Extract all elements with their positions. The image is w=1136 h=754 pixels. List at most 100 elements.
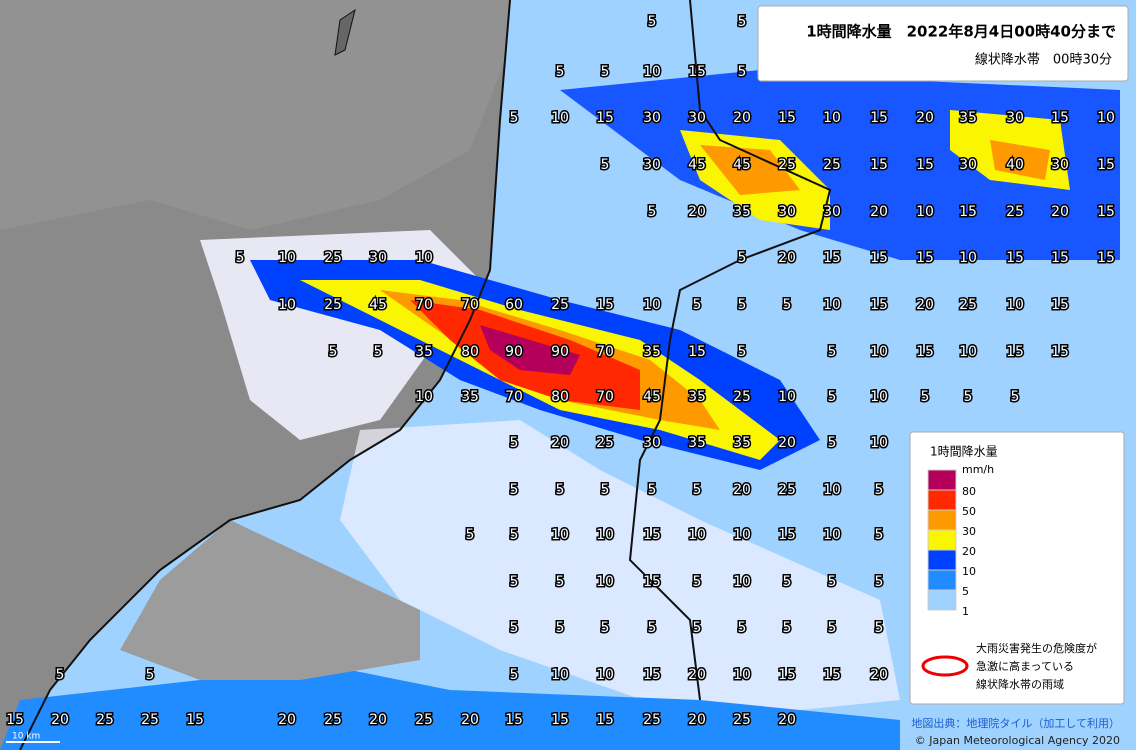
rain-label: 45 — [643, 389, 661, 405]
rain-label: 5 — [964, 389, 973, 405]
rain-label: 5 — [693, 574, 702, 590]
coastline — [19, 0, 511, 751]
rain-label: 45 — [733, 157, 751, 173]
rain-label: 5 — [693, 297, 702, 313]
rain-label: 20 — [369, 712, 387, 728]
legend-label: 30 — [962, 525, 976, 538]
rain-label: 10 — [596, 574, 614, 590]
rain-label: 20 — [1051, 204, 1069, 220]
rain-label: 25 — [778, 482, 796, 498]
legend-scale: 80 50 30 20 10 5 1 — [927, 469, 976, 618]
rain-label: 5 — [601, 620, 610, 636]
band-note: 大雨災害発生の危険度が — [976, 641, 1097, 655]
rain-label: 15 — [1051, 344, 1069, 360]
legend-title: 1時間降水量 — [930, 445, 998, 459]
rain-label: 45 — [369, 297, 387, 313]
rain-label: 30 — [1051, 157, 1069, 173]
rain-label: 5 — [738, 250, 747, 266]
rain-label: 70 — [596, 389, 614, 405]
rain-label: 5 — [510, 574, 519, 590]
rain-label: 10 — [870, 389, 888, 405]
rain-label: 5 — [783, 620, 792, 636]
rain-label: 5 — [510, 482, 519, 498]
rain-label: 15 — [643, 667, 661, 683]
rain-label: 5 — [783, 297, 792, 313]
rain-label: 25 — [551, 297, 569, 313]
rain-label: 35 — [733, 435, 751, 451]
rain-label: 5 — [510, 110, 519, 126]
title: 1時間降水量 2022年8月4日00時40分まで — [806, 23, 1116, 41]
rain-label: 5 — [601, 482, 610, 498]
rain-label: 10 — [688, 527, 706, 543]
rain-label: 5 — [556, 482, 565, 498]
rain-label: 5 — [56, 667, 65, 683]
rain-label: 10 — [278, 250, 296, 266]
rain-label: 15 — [870, 250, 888, 266]
rain-label: 30 — [778, 204, 796, 220]
rain-label: 20 — [461, 712, 479, 728]
rain-label: 25 — [324, 297, 342, 313]
rain-label: 5 — [601, 64, 610, 80]
rain-label: 5 — [828, 620, 837, 636]
rain-label: 5 — [648, 204, 657, 220]
rain-label: 5 — [329, 344, 338, 360]
rain-label: 25 — [324, 250, 342, 266]
rain-label: 80 — [551, 389, 569, 405]
rain-label: 35 — [959, 110, 977, 126]
rain-label: 15 — [688, 344, 706, 360]
rain-label: 25 — [643, 712, 661, 728]
rain-label: 15 — [551, 712, 569, 728]
rain-label: 10 — [415, 389, 433, 405]
legend-label: 10 — [962, 565, 976, 578]
rain-label: 10 — [870, 435, 888, 451]
rain-label: 20 — [51, 712, 69, 728]
rain-label: 70 — [415, 297, 433, 313]
rain-label: 10 — [870, 344, 888, 360]
rain-label: 15 — [1097, 157, 1115, 173]
rain-label: 10 — [823, 482, 841, 498]
rain-label: 15 — [1051, 110, 1069, 126]
rain-label: 10 — [916, 204, 934, 220]
rain-label: 35 — [415, 344, 433, 360]
rain-label: 25 — [415, 712, 433, 728]
rain-label: 15 — [596, 712, 614, 728]
rain-label: 10 — [551, 110, 569, 126]
rain-label: 5 — [875, 620, 884, 636]
rain-label: 5 — [648, 482, 657, 498]
legend-label: 20 — [962, 545, 976, 558]
plain-area — [120, 520, 420, 680]
rain-label: 30 — [823, 204, 841, 220]
rain-label: 5 — [556, 574, 565, 590]
rain-label: 10 — [959, 250, 977, 266]
legend-label: 50 — [962, 505, 976, 518]
rain-label: 5 — [921, 389, 930, 405]
legend-swatch — [927, 489, 957, 511]
rain-label: 10 — [1097, 110, 1115, 126]
rain-label: 25 — [733, 389, 751, 405]
title-box — [757, 5, 1129, 82]
rain-label: 5 — [510, 527, 519, 543]
rain-label: 20 — [278, 712, 296, 728]
rain-label: 5 — [648, 620, 657, 636]
rain-label: 10 — [733, 574, 751, 590]
rain-label: 25 — [733, 712, 751, 728]
rain-label: 15 — [1006, 344, 1024, 360]
source: 地図出典：地理院タイル（加工して利用） — [911, 716, 1120, 730]
rain-label: 10 — [823, 297, 841, 313]
rain-80 — [480, 325, 580, 375]
rain-label: 30 — [643, 435, 661, 451]
rain-label: 15 — [959, 204, 977, 220]
band-note: 線状降水帯の雨域 — [976, 677, 1064, 691]
rain-label: 10 — [823, 110, 841, 126]
rain-label: 10 — [551, 527, 569, 543]
legend-swatch — [927, 589, 957, 611]
legend-swatch — [927, 569, 957, 591]
rain-label: 5 — [601, 157, 610, 173]
rain-label: 20 — [778, 250, 796, 266]
rain-label: 5 — [556, 620, 565, 636]
rain-label: 5 — [738, 64, 747, 80]
rain-label: 25 — [596, 435, 614, 451]
rain-label: 25 — [823, 157, 841, 173]
rain-label: 30 — [959, 157, 977, 173]
